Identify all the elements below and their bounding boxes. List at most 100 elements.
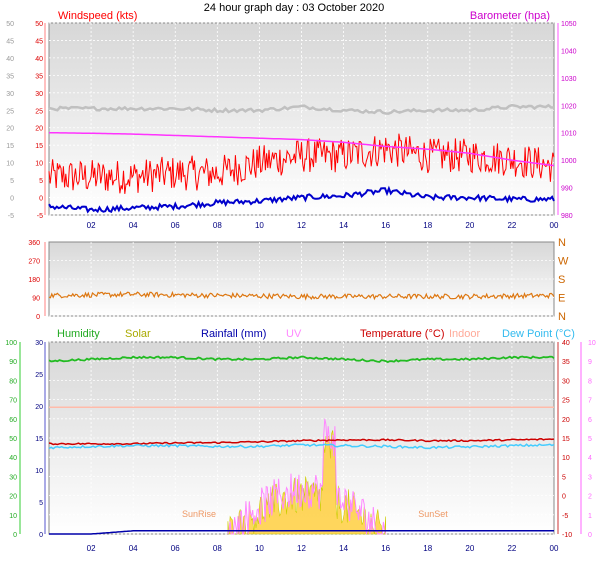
temperature-humidity-panel: Humidity Solar Rainfall (mm) UV Temperat… bbox=[5, 328, 596, 553]
legend-rainfall: Rainfall (mm) bbox=[201, 328, 266, 340]
x-tick-label: 02 bbox=[87, 544, 96, 553]
humidity-tick: 100 bbox=[5, 340, 17, 347]
x-tick-label: 16 bbox=[381, 544, 390, 553]
sunrise-annotation: SunRise bbox=[182, 509, 216, 519]
far-left-tick: 5 bbox=[10, 178, 14, 185]
temperature-tick: 25 bbox=[562, 398, 570, 405]
grey_band-series bbox=[48, 103, 554, 115]
direction-degree-ticks: 0 90 180 270 360 bbox=[28, 240, 40, 321]
sunset-annotation: SunSet bbox=[418, 509, 448, 519]
x-tick-label: 18 bbox=[423, 544, 432, 553]
wind_speed-series bbox=[48, 133, 555, 194]
rainfall-tick: 5 bbox=[39, 500, 43, 507]
rainfall-series bbox=[49, 530, 554, 535]
rainfall-tick: 15 bbox=[35, 436, 43, 443]
temperature-tick: 35 bbox=[562, 359, 570, 366]
x-tick-label: 10 bbox=[255, 221, 264, 230]
temperature-tick: 40 bbox=[562, 340, 570, 347]
uv-tick: 8 bbox=[588, 378, 592, 385]
compass-tick: W bbox=[558, 256, 569, 268]
temperature-tick: 10 bbox=[562, 455, 570, 462]
temperature-tick: 30 bbox=[562, 378, 570, 385]
uv-tick: 2 bbox=[588, 494, 592, 501]
x-tick-label: 00 bbox=[550, 221, 559, 230]
direction-degree-tick: 0 bbox=[36, 314, 40, 321]
x-tick-label: 04 bbox=[129, 544, 138, 553]
humidity-series bbox=[48, 355, 555, 364]
humidity-tick: 10 bbox=[9, 513, 17, 520]
rainfall-tick: 10 bbox=[35, 468, 43, 475]
x-tick-label: 08 bbox=[213, 221, 222, 230]
humidity-tick: 40 bbox=[9, 455, 17, 462]
far-left-tick: -5 bbox=[8, 213, 14, 220]
windspeed-axis-label: Windspeed (kts) bbox=[58, 10, 137, 22]
x-tick-label: 06 bbox=[171, 221, 180, 230]
far-left-tick: 10 bbox=[6, 161, 14, 168]
uv-tick: 10 bbox=[588, 340, 596, 347]
uv-tick: 4 bbox=[588, 455, 592, 462]
far-left-tick: 50 bbox=[6, 21, 14, 28]
temperature-tick: 15 bbox=[562, 436, 570, 443]
legend-humidity: Humidity bbox=[57, 328, 100, 340]
temperature-tick: 0 bbox=[562, 494, 566, 501]
humidity-tick: 80 bbox=[9, 378, 17, 385]
far-left-tick: 20 bbox=[6, 126, 14, 133]
direction-degree-tick: 180 bbox=[28, 277, 40, 284]
windspeed-tick: -5 bbox=[37, 213, 43, 220]
barometer-tick: 1000 bbox=[561, 158, 577, 165]
direction-degree-tick: 270 bbox=[28, 259, 40, 266]
time-axis-top: 02 04 06 08 10 12 14 16 18 20 22 00 bbox=[87, 221, 559, 230]
windspeed-tick: 50 bbox=[35, 21, 43, 28]
x-tick-label: 20 bbox=[465, 544, 474, 553]
legend-temperature: Temperature (°C) bbox=[360, 328, 444, 340]
uv-tick: 5 bbox=[588, 436, 592, 443]
humidity-tick: 90 bbox=[9, 359, 17, 366]
compass-tick: S bbox=[558, 274, 565, 286]
barometer-tick: 990 bbox=[561, 186, 573, 193]
far-left-tick: 40 bbox=[6, 56, 14, 63]
x-tick-label: 10 bbox=[255, 544, 264, 553]
windspeed-tick: 20 bbox=[35, 126, 43, 133]
direction-degree-tick: 360 bbox=[28, 240, 40, 247]
uv-tick: 1 bbox=[588, 513, 592, 520]
direction-degree-tick: 90 bbox=[32, 296, 40, 303]
temperature-tick: 5 bbox=[562, 474, 566, 481]
far-left-tick: 25 bbox=[6, 108, 14, 115]
wind_gust_avg-series bbox=[48, 185, 555, 214]
x-tick-label: 04 bbox=[129, 221, 138, 230]
x-tick-label: 14 bbox=[339, 544, 348, 553]
windspeed-tick: 0 bbox=[39, 196, 43, 203]
uv-tick: 6 bbox=[588, 417, 592, 424]
compass-tick: N bbox=[558, 237, 566, 249]
x-tick-label: 12 bbox=[297, 544, 306, 553]
legend-indoor: Indoor bbox=[449, 328, 481, 340]
barometer-tick: 1050 bbox=[561, 21, 577, 28]
x-tick-label: 20 bbox=[465, 221, 474, 230]
humidity-tick: 30 bbox=[9, 474, 17, 481]
x-tick-label: 12 bbox=[297, 221, 306, 230]
uv-tick: 3 bbox=[588, 474, 592, 481]
far-left-ticks: -5 0 5 10 15 20 25 30 35 40 45 50 bbox=[6, 21, 14, 220]
barometer-tick: 1040 bbox=[561, 48, 577, 55]
x-tick-label: 14 bbox=[339, 221, 348, 230]
windspeed-tick: 5 bbox=[39, 178, 43, 185]
x-tick-label: 02 bbox=[87, 221, 96, 230]
windspeed-tick: 40 bbox=[35, 56, 43, 63]
x-tick-label: 22 bbox=[507, 544, 516, 553]
barometer-tick: 980 bbox=[561, 213, 573, 220]
windspeed-tick: 35 bbox=[35, 73, 43, 80]
far-left-tick: 45 bbox=[6, 38, 14, 45]
x-tick-label: 06 bbox=[171, 544, 180, 553]
graph-title: 24 hour graph day : 03 October 2020 bbox=[204, 2, 384, 14]
barometer-axis-label: Barometer (hpa) bbox=[470, 10, 550, 22]
windspeed-tick: 15 bbox=[35, 143, 43, 150]
dew_point-series bbox=[48, 443, 555, 450]
far-left-tick: 35 bbox=[6, 73, 14, 80]
wind-barometer-panel: Windspeed (kts) Barometer (hpa) -5 0 5 10 15… bbox=[6, 10, 576, 230]
uv-tick: 0 bbox=[588, 532, 592, 539]
temperature-tick: 20 bbox=[562, 417, 570, 424]
barometer-tick: 1010 bbox=[561, 131, 577, 138]
